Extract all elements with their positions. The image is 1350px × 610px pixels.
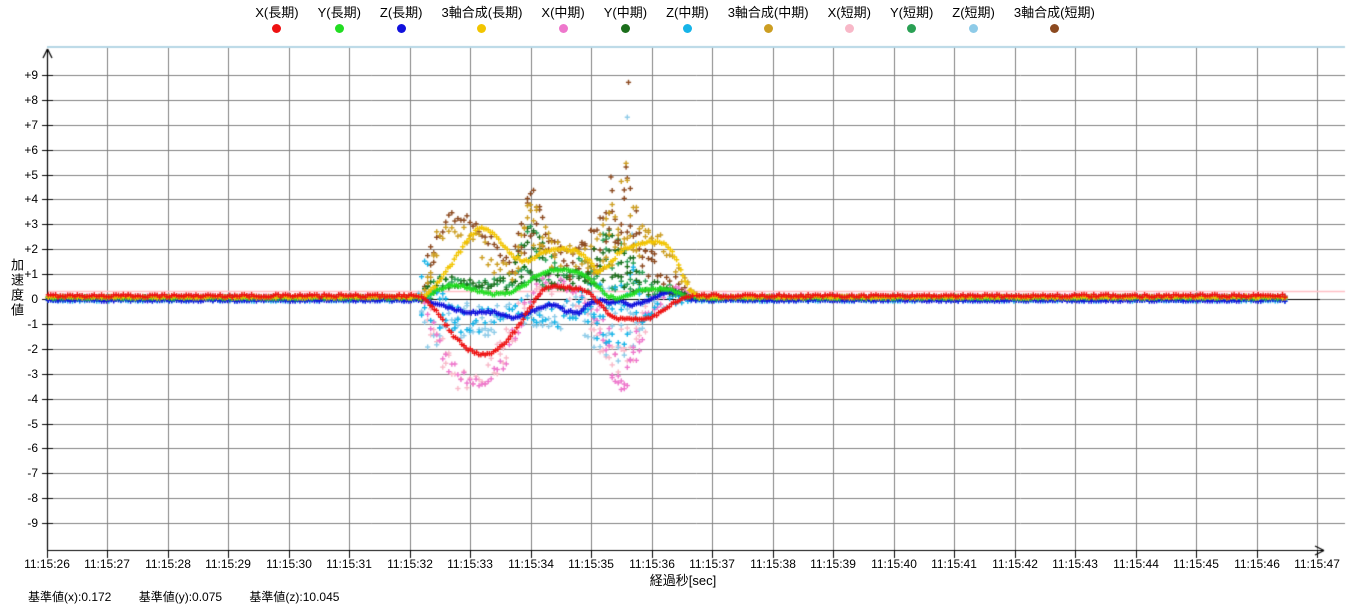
legend-item-label: Y(中期) (603, 5, 648, 20)
baseline-x-value: 基準値(x):0.172 (28, 590, 112, 604)
x-tick-label: 11:15:41 (931, 557, 977, 571)
y-tick-label: +9 (24, 68, 38, 82)
baseline-y-value: 基準値(y):0.075 (138, 590, 223, 604)
x-tick-label: 11:15:29 (205, 557, 251, 571)
x-tick-label: 11:15:38 (750, 557, 796, 571)
y-tick-label: +5 (24, 168, 38, 182)
y-tick-label: -1 (27, 317, 38, 331)
legend-dot (620, 24, 630, 33)
legend-item-label: Z(中期) (666, 5, 709, 20)
y-tick-label: +1 (24, 267, 38, 281)
legend-item-label: 3軸合成(短期) (1013, 5, 1095, 20)
y-tick-label: +4 (24, 192, 38, 206)
x-tick-label: 11:15:26 (24, 557, 70, 571)
legend-dot (907, 24, 917, 33)
legend-dot (558, 24, 568, 33)
legend-item-label: 3軸合成(長期) (441, 5, 523, 20)
legend-item: 3軸合成(長期) (441, 5, 523, 33)
y-tick-label: -5 (27, 417, 38, 431)
x-tick-label: 11:15:28 (145, 557, 191, 571)
y-tick-label: -4 (27, 392, 38, 406)
y-axis-title: 加速度値 (9, 258, 24, 318)
x-tick-label: 11:15:44 (1113, 557, 1159, 571)
status-bar: 基準値(x):0.172 基準値(y):0.075 基準値(z):10.045 (28, 588, 363, 605)
legend-item-label: Y(短期) (889, 5, 934, 20)
legend-item-label: X(中期) (541, 5, 585, 20)
y-tick-label: +2 (24, 242, 38, 256)
y-tick-label: +3 (24, 217, 38, 231)
x-tick-label: 11:15:39 (810, 557, 856, 571)
x-tick-label: 11:15:36 (629, 557, 675, 571)
y-tick-label: 0 (31, 292, 38, 306)
x-tick-label: 11:15:42 (992, 557, 1038, 571)
legend-item: Z(短期) (952, 5, 995, 33)
y-tick-label: -7 (27, 466, 38, 480)
legend-item-label: 3軸合成(中期) (727, 5, 809, 20)
baseline-z-value: 基準値(z):10.045 (249, 590, 340, 604)
legend-dot (969, 24, 979, 33)
x-tick-label: 11:15:43 (1052, 557, 1098, 571)
y-tick-label: -6 (27, 441, 38, 455)
legend-item-label: Z(長期) (379, 5, 423, 20)
legend-item: X(長期) (255, 5, 299, 33)
x-axis-title: 経過秒[sec] (649, 573, 717, 588)
y-tick-label: -2 (27, 342, 38, 356)
x-tick-label: 11:15:27 (84, 557, 130, 571)
legend-item: Y(長期) (318, 5, 361, 33)
x-tick-label: 11:15:40 (871, 557, 917, 571)
legend-item: X(中期) (541, 5, 585, 33)
legend-dot (763, 24, 773, 33)
x-tick-label: 11:15:33 (447, 557, 493, 571)
x-tick-label: 11:15:34 (508, 557, 554, 571)
legend: X(長期) Y(長期) Z(長期) 3軸合成(長期) X(中期) Y(中期) Z(中期) 3軸… (0, 5, 1350, 33)
legend-item-label: Z(短期) (952, 5, 995, 20)
x-tick-label: 11:15:45 (1173, 557, 1219, 571)
x-tick-label: 11:15:47 (1294, 557, 1340, 571)
legend-dot (477, 24, 487, 33)
legend-item: Y(中期) (604, 5, 647, 33)
x-tick-label: 11:15:30 (266, 557, 312, 571)
y-tick-label: +7 (24, 118, 38, 132)
legend-dot (272, 24, 282, 33)
y-tick-label: +6 (24, 143, 38, 157)
legend-item-label: Y(長期) (317, 5, 361, 20)
legend-item: Y(短期) (890, 5, 933, 33)
legend-dot (844, 24, 854, 33)
y-tick-label: -3 (27, 367, 38, 381)
x-tick-label: 11:15:37 (689, 557, 735, 571)
x-tick-label: 11:15:31 (326, 557, 372, 571)
legend-dot (682, 24, 692, 33)
legend-item-label: X(長期) (255, 5, 299, 20)
legend-dot (334, 24, 344, 33)
legend-item: 3軸合成(中期) (728, 5, 809, 33)
legend-dot (396, 24, 406, 33)
legend-item: X(短期) (828, 5, 871, 33)
legend-item: Z(長期) (380, 5, 423, 33)
legend-item: Z(中期) (666, 5, 709, 33)
y-tick-label: -9 (27, 516, 38, 530)
legend-dot (1049, 24, 1059, 33)
x-tick-label: 11:15:32 (387, 557, 433, 571)
legend-item-label: X(短期) (827, 5, 871, 20)
x-tick-label: 11:15:35 (568, 557, 614, 571)
x-tick-label: 11:15:46 (1234, 557, 1280, 571)
y-tick-label: +8 (24, 93, 38, 107)
y-tick-label: -8 (27, 491, 38, 505)
legend-item: 3軸合成(短期) (1014, 5, 1095, 33)
